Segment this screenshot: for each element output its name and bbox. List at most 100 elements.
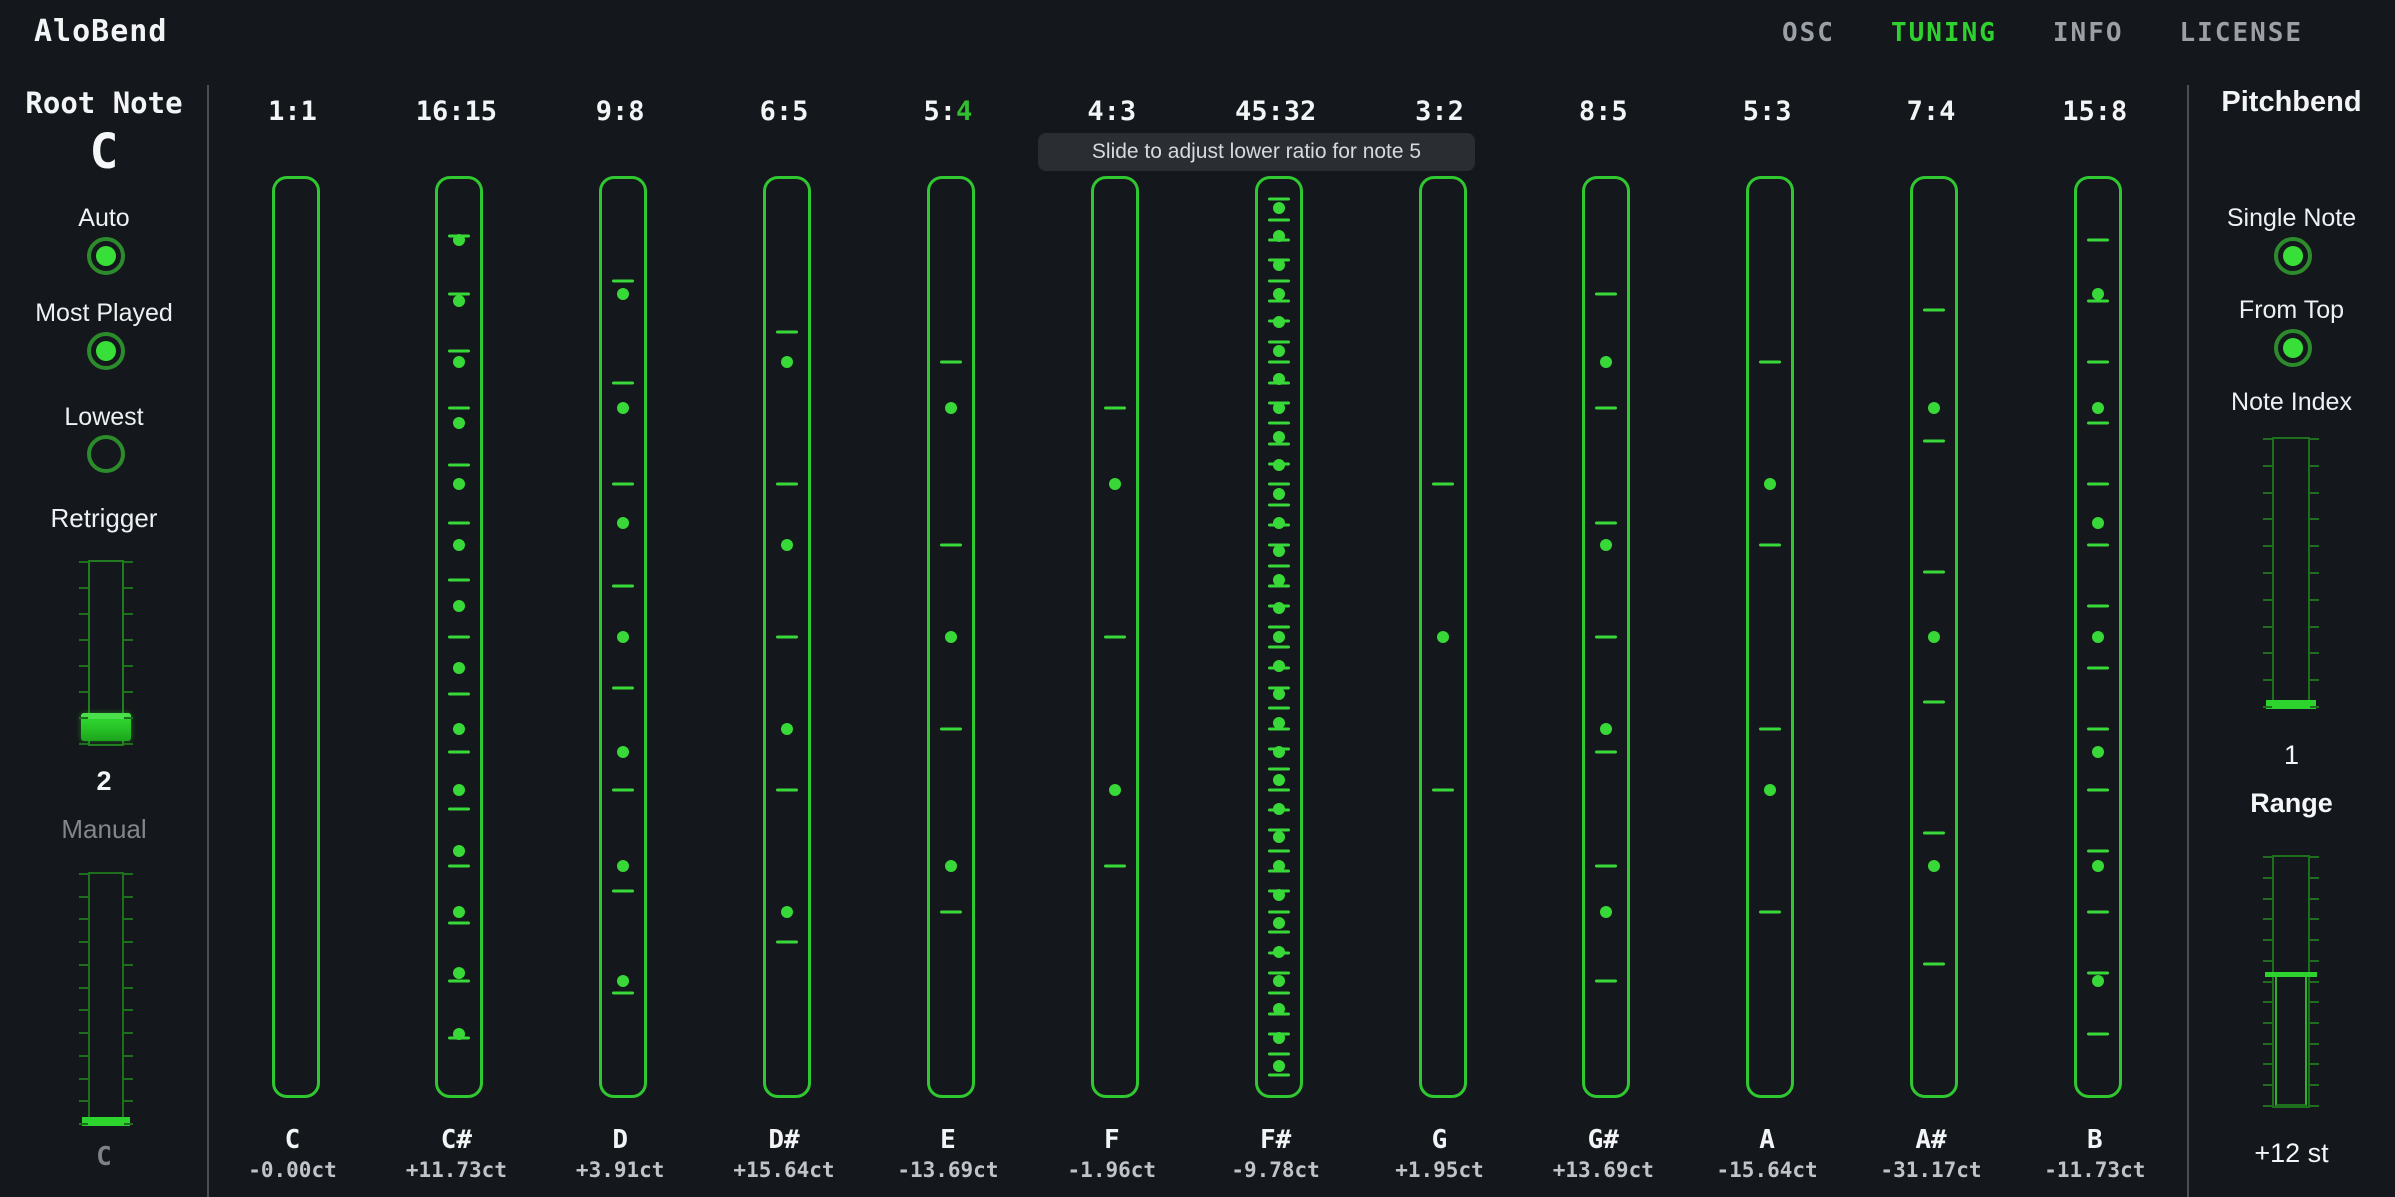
upper-ratio-tick bbox=[2086, 360, 2109, 364]
retrigger-label: Retrigger bbox=[50, 503, 158, 533]
retrigger-value: 2 bbox=[96, 766, 112, 796]
upper-ratio-tick bbox=[1267, 340, 1290, 344]
single-note-radio[interactable] bbox=[2274, 237, 2312, 275]
ratio-slider-track-C#[interactable] bbox=[435, 176, 484, 1098]
most-played-radio[interactable] bbox=[87, 332, 125, 370]
ratio-label-A[interactable]: 5:3 bbox=[1742, 96, 1792, 127]
ratio-slider-track-A[interactable] bbox=[1746, 176, 1795, 1098]
upper-ratio-tick bbox=[2086, 727, 2109, 731]
lower-ratio-dot bbox=[2091, 745, 2104, 758]
ratio-slider-track-A#[interactable] bbox=[1910, 176, 1958, 1098]
ratio-slider-track-F#[interactable] bbox=[1254, 176, 1303, 1098]
note-name-D: D bbox=[612, 1125, 629, 1155]
ratio-label-C#[interactable]: 16:15 bbox=[415, 96, 498, 127]
slider-tick bbox=[124, 1100, 133, 1103]
note-cents-A#: -31.17ct bbox=[1880, 1158, 1982, 1182]
ratio-label-E[interactable]: 5:4 bbox=[866, 96, 1030, 127]
ratio-label-A#[interactable]: 7:4 bbox=[1906, 96, 1956, 127]
upper-ratio-tick bbox=[612, 686, 635, 690]
slider-tick bbox=[79, 612, 88, 615]
note-index-slider[interactable] bbox=[2263, 437, 2319, 709]
lower-ratio-dot bbox=[1928, 402, 1940, 414]
ratio-slider-track-B[interactable] bbox=[2073, 176, 2122, 1098]
retrigger-handle[interactable] bbox=[81, 713, 131, 742]
retrigger-slider[interactable] bbox=[79, 560, 133, 746]
lower-ratio-dot bbox=[1272, 545, 1285, 558]
ratio-slider-track-G[interactable] bbox=[1418, 176, 1467, 1098]
lower-ratio-dot bbox=[1272, 1031, 1285, 1044]
nav-tab-osc[interactable]: OSC bbox=[1782, 18, 1835, 48]
ratio-label-G[interactable]: 3:2 bbox=[1415, 96, 1464, 127]
nav-tab-tuning[interactable]: TUNING bbox=[1890, 18, 1997, 48]
ratio-slider-track-C[interactable] bbox=[271, 176, 320, 1098]
manual-slider[interactable] bbox=[79, 872, 133, 1126]
upper-ratio-tick bbox=[1267, 625, 1290, 629]
lower-ratio-dot bbox=[1928, 860, 1940, 872]
lower-ratio-dot bbox=[1108, 478, 1121, 491]
upper-ratio-tick bbox=[1267, 503, 1290, 507]
ratio-label-D[interactable]: 9:8 bbox=[595, 96, 645, 127]
lower-ratio-dot bbox=[1272, 802, 1285, 815]
slider-tick bbox=[2310, 706, 2319, 708]
lower-ratio-dot bbox=[453, 905, 466, 918]
slider-tick bbox=[2310, 897, 2319, 900]
from-top-radio[interactable] bbox=[2274, 329, 2312, 367]
ratio-slider-track-D[interactable] bbox=[599, 176, 648, 1098]
ratio-slider-track-G#[interactable] bbox=[1582, 176, 1631, 1098]
upper-ratio-tick bbox=[776, 482, 798, 486]
ratio-slider-track-F[interactable] bbox=[1090, 176, 1139, 1098]
upper-ratio-tick bbox=[1267, 197, 1290, 201]
lower-ratio-dot bbox=[453, 295, 466, 308]
slider-tick bbox=[2263, 518, 2272, 521]
ratio-slider-track-E[interactable] bbox=[926, 176, 975, 1098]
ratio-label-D#[interactable]: 6:5 bbox=[759, 96, 809, 127]
slider-tick bbox=[124, 561, 133, 563]
ratio-lower-hovered[interactable]: 4 bbox=[956, 96, 973, 127]
ratio-slider-track-D#[interactable] bbox=[763, 176, 811, 1098]
note-index-handle[interactable] bbox=[2266, 700, 2316, 709]
nav-tab-info[interactable]: INFO bbox=[2052, 18, 2124, 48]
upper-ratio-tick bbox=[448, 635, 471, 639]
slider-tick bbox=[2263, 1063, 2272, 1066]
slider-tick bbox=[124, 716, 133, 719]
upper-ratio-tick bbox=[939, 727, 962, 731]
lower-ratio-dot bbox=[781, 722, 793, 735]
ratio-label-F#[interactable]: 45:32 bbox=[1234, 96, 1317, 127]
slider-tick bbox=[124, 963, 133, 966]
note-cents-A: -15.64ct bbox=[1716, 1158, 1818, 1182]
upper-ratio-tick bbox=[1595, 979, 1618, 982]
upper-ratio-tick bbox=[448, 864, 471, 868]
range-handle[interactable] bbox=[2265, 972, 2317, 978]
slider-tick bbox=[124, 1054, 133, 1057]
slider-tick bbox=[79, 986, 88, 989]
nav-tab-license[interactable]: LICENSE bbox=[2179, 18, 2304, 48]
ratio-upper[interactable]: 5: bbox=[923, 96, 957, 127]
range-slider[interactable] bbox=[2263, 855, 2319, 1108]
slider-tick bbox=[124, 743, 133, 745]
note-name-F: F bbox=[1103, 1125, 1120, 1155]
auto-radio[interactable] bbox=[87, 237, 125, 275]
upper-ratio-tick bbox=[2086, 788, 2109, 792]
upper-ratio-tick bbox=[1267, 991, 1290, 995]
manual-handle[interactable] bbox=[82, 1117, 130, 1126]
upper-ratio-tick bbox=[1103, 635, 1126, 639]
ratio-label-C[interactable]: 1:1 bbox=[268, 96, 317, 127]
lower-ratio-dot bbox=[1272, 688, 1285, 701]
lowest-radio[interactable] bbox=[87, 435, 125, 473]
lower-ratio-dot bbox=[1272, 430, 1285, 443]
upper-ratio-tick bbox=[1103, 864, 1126, 868]
slider-tick bbox=[2263, 918, 2272, 921]
upper-ratio-tick bbox=[1103, 406, 1126, 410]
lower-ratio-dot bbox=[617, 516, 630, 529]
ratio-label-G#[interactable]: 8:5 bbox=[1578, 96, 1628, 127]
slider-tick bbox=[2263, 706, 2272, 708]
slider-tick bbox=[2310, 1042, 2319, 1045]
slider-tick bbox=[124, 895, 133, 898]
ratio-label-B[interactable]: 15:8 bbox=[2062, 96, 2128, 127]
slider-tick bbox=[2263, 464, 2272, 467]
slider-tick bbox=[79, 918, 88, 921]
slider-tick bbox=[2310, 572, 2319, 574]
slider-tick bbox=[2263, 856, 2272, 858]
note-index-label: Note Index bbox=[2231, 388, 2352, 416]
ratio-label-F[interactable]: 4:3 bbox=[1087, 96, 1137, 127]
